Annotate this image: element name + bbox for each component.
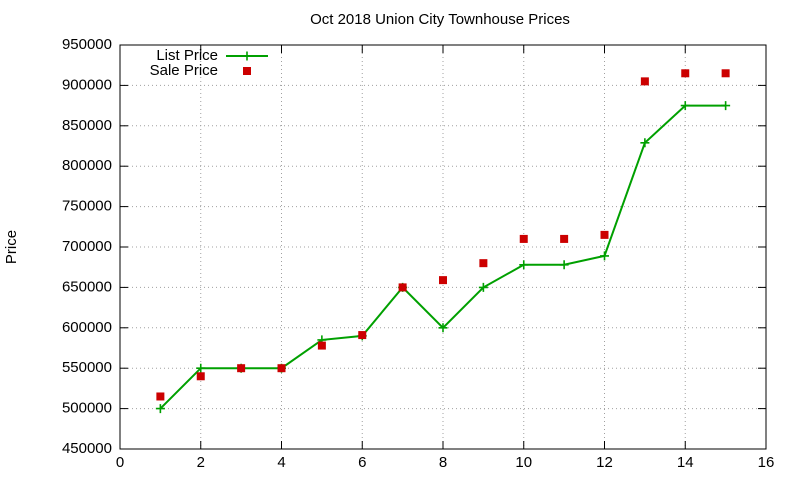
point-marker: [600, 230, 609, 239]
legend-swatch: [242, 51, 252, 61]
point-marker: [478, 282, 488, 292]
plot-border: [119, 44, 767, 450]
y-tick-label: 700000: [62, 238, 112, 255]
point-marker: [237, 364, 246, 373]
x-tick-label: 16: [758, 454, 775, 471]
y-tick-label: 450000: [62, 440, 112, 457]
x-tick-label: 8: [439, 454, 447, 471]
y-tick-label: 750000: [62, 198, 112, 215]
point-marker: [155, 404, 165, 414]
x-tick-label: 4: [277, 454, 285, 471]
point-marker: [721, 101, 731, 111]
x-tick-label: 6: [358, 454, 366, 471]
y-tick-label: 500000: [62, 400, 112, 417]
point-marker: [196, 372, 205, 381]
point-marker: [680, 101, 690, 111]
y-tick-label: 550000: [62, 359, 112, 376]
point-marker: [559, 260, 569, 270]
point-marker: [196, 363, 206, 373]
y-tick-label: 850000: [62, 117, 112, 134]
point-marker: [479, 259, 488, 268]
point-marker: [317, 341, 326, 350]
point-marker: [519, 260, 529, 270]
y-tick-label: 650000: [62, 278, 112, 295]
point-marker: [277, 364, 286, 373]
point-marker: [398, 283, 407, 292]
point-marker: [681, 69, 690, 78]
chart-title: Oct 2018 Union City Townhouse Prices: [310, 11, 570, 28]
point-marker: [721, 69, 730, 78]
point-marker: [640, 138, 650, 148]
point-marker: [560, 234, 569, 243]
y-tick-label: 900000: [62, 76, 112, 93]
point-marker: [156, 392, 165, 401]
point-marker: [600, 251, 609, 261]
y-tick-label: 800000: [62, 157, 112, 174]
point-marker: [438, 323, 448, 333]
legend-label: List Price: [156, 47, 218, 64]
point-marker: [519, 234, 528, 243]
point-marker: [439, 276, 447, 285]
legend-label: Sale Price: [150, 62, 218, 79]
y-tick-label: 600000: [62, 319, 112, 336]
point-marker: [358, 331, 367, 340]
legend-swatch: [243, 67, 251, 75]
x-tick-label: 0: [116, 454, 124, 471]
point-marker: [640, 77, 649, 86]
x-tick-label: 10: [515, 454, 532, 471]
y-axis-label: Price: [3, 230, 20, 264]
y-tick-label: 950000: [62, 36, 112, 53]
x-tick-label: 14: [677, 454, 694, 471]
x-tick-label: 2: [197, 454, 205, 471]
x-tick-label: 12: [596, 454, 613, 471]
